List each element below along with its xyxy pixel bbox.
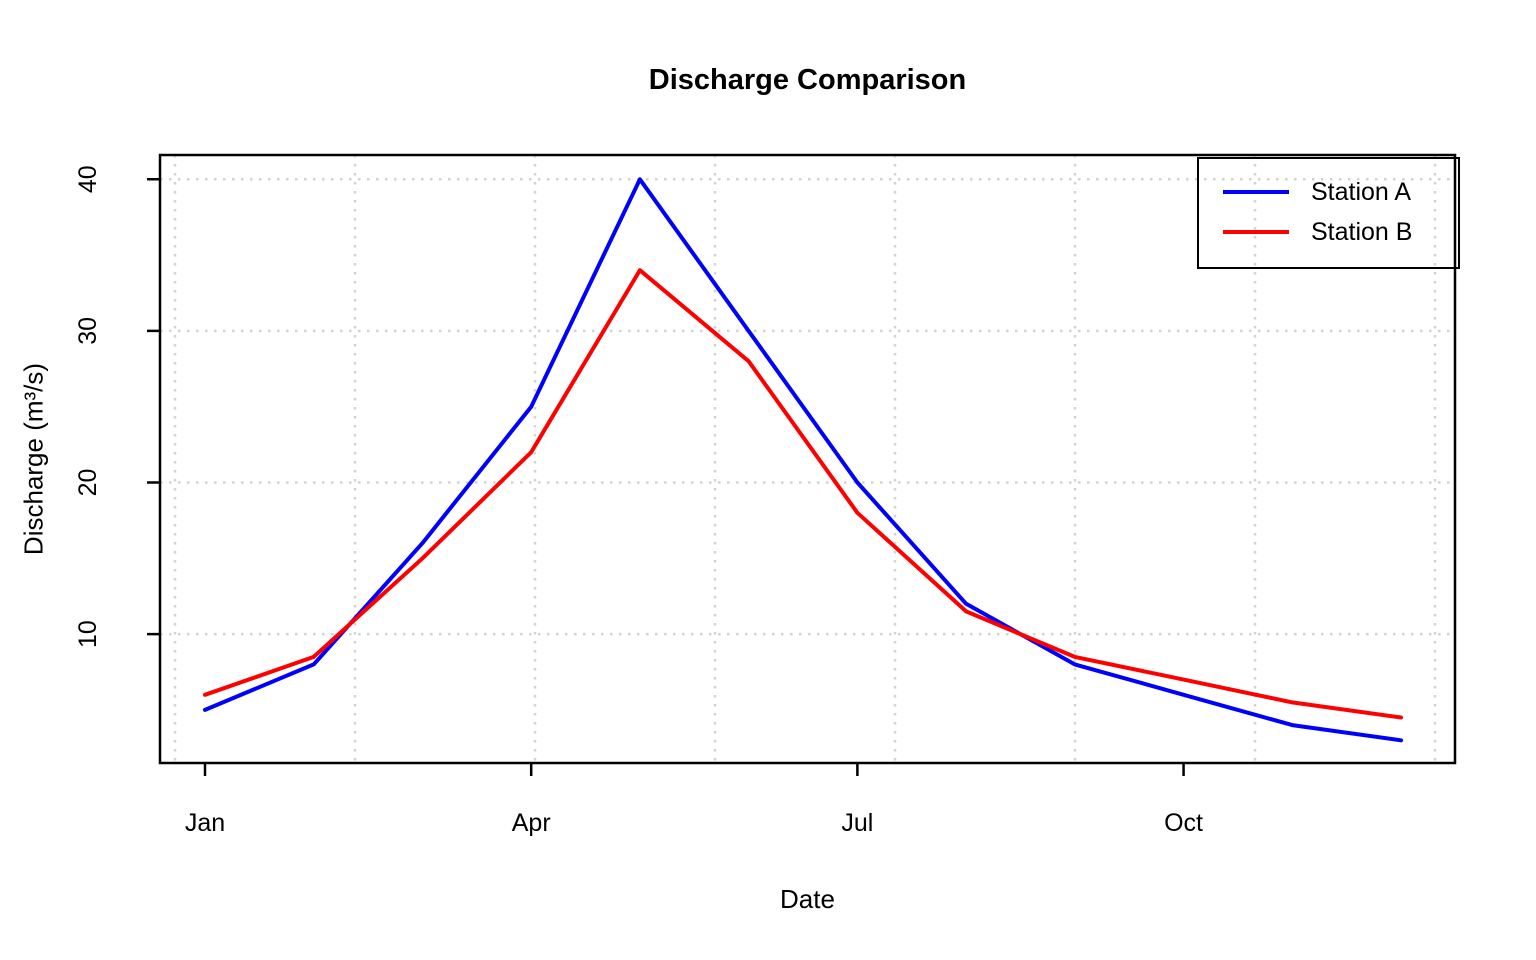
legend-item-station-a: Station A <box>1223 172 1458 212</box>
series-line-station-a <box>203 177 1403 743</box>
x-tick-label-apr: Apr <box>512 809 551 837</box>
y-tick-label-30: 30 <box>74 317 102 345</box>
plot-border <box>158 153 1457 765</box>
x-axis-title: Date <box>780 884 835 914</box>
legend-label-station-a: Station A <box>1311 177 1412 206</box>
series-line-station-b <box>203 268 1403 720</box>
y-tick-label-20: 20 <box>74 469 102 497</box>
legend-item-station-b: Station B <box>1223 212 1458 252</box>
y-tick-label-40: 40 <box>74 165 102 193</box>
y-tick-label-10: 10 <box>74 620 102 648</box>
x-tick-label-oct: Oct <box>1164 809 1203 837</box>
legend: Station A Station B <box>1197 157 1460 269</box>
x-tick-label-jan: Jan <box>185 809 225 837</box>
x-tick-label-jul: Jul <box>841 809 873 837</box>
chart-title: Discharge Comparison <box>648 64 967 96</box>
legend-line-swatch-station-b <box>1223 230 1289 234</box>
legend-line-swatch-station-a <box>1223 190 1289 194</box>
legend-label-station-b: Station B <box>1311 217 1413 246</box>
y-axis-title: Discharge (m³/s) <box>18 362 49 556</box>
